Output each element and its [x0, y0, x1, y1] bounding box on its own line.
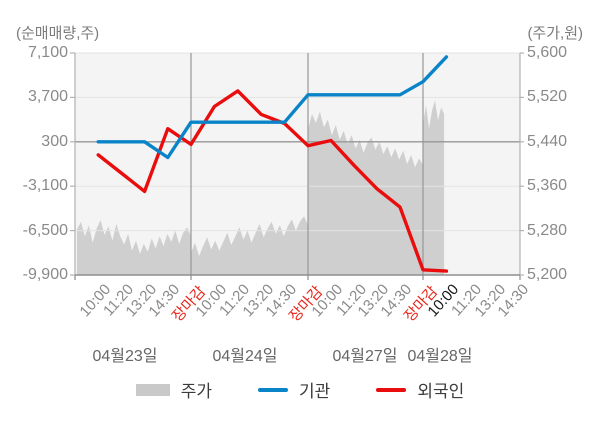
legend-label-institution: 기관 [299, 382, 331, 401]
date-label: 04월28일 [407, 348, 473, 365]
institution-line-swatch [258, 387, 289, 392]
y-left-tick-label: 3,700 [27, 88, 68, 106]
date-label: 04월27일 [332, 348, 398, 365]
foreigner-line-swatch [376, 387, 407, 392]
legend-item-price: 주가 [135, 377, 213, 402]
y-right-tick-label: 5,600 [527, 44, 568, 61]
foreigner-line-series [96, 89, 449, 273]
price-area-series [77, 100, 445, 275]
date-label: 04월23일 [92, 348, 158, 365]
institution-line-series [96, 55, 449, 160]
y-right-tick-label: 5,360 [527, 177, 568, 195]
y-right-tick-label: 5,440 [527, 132, 568, 150]
legend-label-price: 주가 [180, 382, 213, 401]
legend-item-institution: 기관 [258, 377, 330, 402]
legend: 주가 기관 외국인 [0, 377, 600, 402]
y-left-tick-label: -9,900 [22, 266, 68, 283]
y-left-tick-label: 7,100 [27, 44, 68, 61]
y-left-tick-label: -3,100 [22, 177, 68, 195]
y-left-tick-label: -6,500 [22, 221, 68, 239]
date-label: 04월24일 [212, 348, 278, 365]
legend-item-foreigner: 외국인 [376, 377, 464, 402]
y-right-tick-label: 5,280 [527, 221, 568, 239]
price-area-swatch [135, 383, 170, 396]
right-axis-title: (주가,원) [527, 25, 583, 42]
y-right-tick-label: 5,200 [527, 266, 568, 283]
y-right-tick-label: 5,520 [527, 88, 568, 106]
left-axis-title: (순매매량,주) [16, 25, 100, 42]
y-left-tick-label: 300 [41, 132, 68, 150]
legend-label-foreigner: 외국인 [417, 382, 465, 401]
